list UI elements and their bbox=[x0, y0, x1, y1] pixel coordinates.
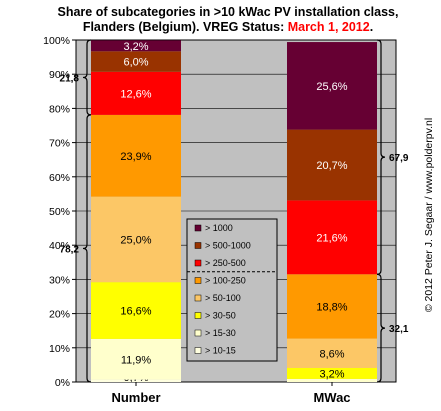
bar-data-label: 20,7% bbox=[316, 160, 347, 172]
bar-data-label: 3,2% bbox=[123, 41, 148, 53]
bar-data-label: 11,9% bbox=[121, 354, 152, 366]
bar-data-label: 16,6% bbox=[120, 306, 151, 318]
copyright-text: © 2012 Peter J. Segaar / www.polderpv.nl bbox=[423, 118, 435, 312]
bar-segment bbox=[91, 196, 181, 283]
bar-data-label: 23,9% bbox=[120, 151, 151, 163]
y-axis: 0% 10% 20% 30% 40% 50% 60% 70% 80% 90% 100% bbox=[43, 35, 76, 389]
bar-segment bbox=[91, 282, 181, 339]
legend-swatch bbox=[194, 242, 202, 249]
bar-segment bbox=[287, 274, 377, 339]
legend-label: > 50-100 bbox=[205, 293, 241, 303]
bar-data-label: 25,0% bbox=[120, 234, 151, 246]
legend-label: > 15-30 bbox=[205, 328, 236, 338]
y-tick-label: 20% bbox=[49, 309, 70, 321]
legend: > 1000 > 500-1000 > 250-500 > 100-250 > 50-1… bbox=[186, 218, 278, 362]
bar-data-label: 3,2% bbox=[319, 368, 344, 380]
y-tick-label: 100% bbox=[43, 35, 70, 47]
bar-data-label: 6,0% bbox=[123, 57, 148, 69]
legend-label: > 250-500 bbox=[205, 258, 246, 268]
y-tick-label: 70% bbox=[49, 138, 70, 150]
legend-label: > 10-15 bbox=[205, 346, 236, 356]
bracket-left-lower bbox=[82, 114, 92, 383]
bar-segment bbox=[91, 338, 181, 380]
bar-segment bbox=[287, 378, 377, 382]
x-category-label: MWac bbox=[313, 390, 350, 405]
x-axis: Number MWac bbox=[111, 382, 351, 405]
y-tick-label: 40% bbox=[49, 240, 70, 252]
y-tick-label: 10% bbox=[49, 343, 70, 355]
bar-segment bbox=[287, 200, 377, 275]
bar-data-label: 21,6% bbox=[316, 232, 347, 244]
bars: 0,7%11,9%16,6%25,0%23,9%12,6%6,0%3,2%0,0… bbox=[91, 40, 377, 384]
y-tick-label: 90% bbox=[49, 69, 70, 81]
y-tick-label: 50% bbox=[49, 206, 70, 218]
legend-swatch bbox=[194, 294, 202, 302]
legend-box bbox=[186, 218, 278, 362]
legend-swatch bbox=[194, 259, 202, 267]
y-tick-label: 60% bbox=[49, 172, 70, 184]
y-tick-label: 0% bbox=[55, 377, 70, 389]
bar-segment bbox=[91, 71, 181, 115]
bar-data-label: 18,8% bbox=[316, 301, 347, 313]
y-tick-label: 30% bbox=[49, 274, 70, 286]
bar-segment bbox=[287, 42, 377, 130]
bracket-label-left-upper: 21,8 bbox=[60, 73, 80, 84]
bracket-right-lower bbox=[376, 273, 386, 383]
legend-label: > 1000 bbox=[205, 223, 233, 233]
bar-segment bbox=[287, 338, 377, 368]
bar-data-label: 25,6% bbox=[316, 81, 347, 93]
chart-title-line2: Flanders (Belgium). VREG Status: March 1… bbox=[83, 20, 373, 34]
legend-label: > 100-250 bbox=[205, 276, 246, 286]
bar-segment bbox=[287, 367, 377, 379]
chart-title-line2-suffix: . bbox=[370, 20, 373, 34]
bracket-label-right-lower: 32,1 bbox=[389, 324, 409, 335]
legend-label: > 30-50 bbox=[205, 311, 236, 321]
bracket-left-upper bbox=[82, 39, 92, 116]
bracket-label-left-lower: 78,2 bbox=[60, 244, 80, 255]
legend-swatch bbox=[194, 347, 202, 354]
legend-swatch bbox=[194, 277, 202, 284]
x-category-label: Number bbox=[111, 390, 160, 405]
bar-data-label: 12,6% bbox=[120, 88, 151, 100]
legend-label: > 500-1000 bbox=[205, 241, 251, 251]
bar-segment bbox=[91, 40, 181, 52]
bracket-label-right-upper: 67,9 bbox=[389, 153, 409, 164]
chart-title-line1: Share of subcategories in >10 kWac PV in… bbox=[58, 5, 399, 19]
bar-segment bbox=[91, 379, 181, 382]
legend-swatch bbox=[194, 312, 202, 319]
group-brackets: 21,8 78,2 67,9 32,1 bbox=[60, 39, 409, 383]
chart-title-line2-prefix: Flanders (Belgium). VREG Status: bbox=[83, 20, 288, 34]
bar-segment bbox=[287, 129, 377, 201]
bracket-right-upper bbox=[376, 39, 386, 275]
y-tick-label: 80% bbox=[49, 103, 70, 115]
legend-swatch bbox=[194, 224, 202, 232]
chart-title-date: March 1, 2012 bbox=[288, 20, 370, 34]
legend-swatch bbox=[194, 329, 202, 337]
bar-segment bbox=[91, 51, 181, 72]
bar-data-label: 8,6% bbox=[319, 348, 344, 360]
bar-segment bbox=[91, 114, 181, 197]
